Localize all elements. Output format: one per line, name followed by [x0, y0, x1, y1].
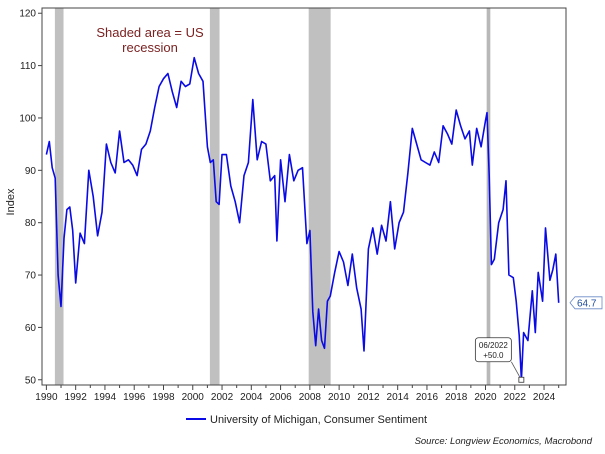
callout-box — [474, 337, 512, 363]
x-tick-label-2000: 2000 — [182, 392, 205, 403]
y-tick-label-90: 90 — [25, 166, 37, 177]
x-tick-label-2018: 2018 — [445, 392, 468, 403]
x-tick-label-1994: 1994 — [94, 392, 117, 403]
source-note: Source: Longview Economics, Macrobond — [415, 436, 593, 447]
recession-band-4 — [486, 8, 491, 385]
x-tick-label-2016: 2016 — [416, 392, 439, 403]
x-tick-label-1990: 1990 — [35, 392, 58, 403]
x-tick-label-1996: 1996 — [123, 392, 146, 403]
x-tick-label-2006: 2006 — [269, 392, 292, 403]
y-tick-label-100: 100 — [19, 113, 36, 124]
legend-label: University of Michigan, Consumer Sentime… — [210, 414, 427, 426]
last-value-label: 64.7 — [577, 298, 597, 309]
x-tick-label-1992: 1992 — [65, 392, 88, 403]
recession-band-3 — [308, 8, 331, 385]
last-value-tag: 64.7 — [569, 296, 603, 310]
recession-bands — [54, 8, 491, 385]
callout-leader-line — [511, 361, 522, 380]
x-tick-label-2020: 2020 — [474, 392, 497, 403]
y-axis-label: Index — [5, 188, 17, 215]
recession-band-2 — [209, 8, 220, 385]
x-axis: 1990 1992 1994 1996 1998 2000 2002 2004 2006 2008… — [35, 385, 560, 403]
x-tick-label-2008: 2008 — [299, 392, 322, 403]
x-tick-label-2014: 2014 — [387, 392, 410, 403]
y-tick-label-110: 110 — [20, 61, 36, 72]
last-value-tag-shape — [569, 296, 603, 310]
callout-change: +50.0 — [483, 351, 504, 360]
y-tick-label-70: 70 — [25, 271, 37, 282]
plot-frame — [41, 7, 567, 386]
legend: University of Michigan, Consumer Sentime… — [186, 414, 427, 426]
y-tick-label-120: 120 — [19, 9, 36, 20]
x-tick-label-2024: 2024 — [533, 392, 556, 403]
low-point-callout: 06/2022 +50.0 — [474, 337, 525, 383]
y-tick-label-50: 50 — [25, 375, 37, 386]
x-tick-label-2004: 2004 — [240, 392, 263, 403]
recession-annotation-line1: Shaded area = US — [96, 25, 204, 40]
y-tick-label-80: 80 — [25, 218, 37, 229]
y-axis: 50 60 70 80 90 100 110 120 — [19, 9, 42, 386]
callout-marker — [518, 376, 525, 383]
x-tick-label-2022: 2022 — [504, 392, 527, 403]
series-line-umich-sentiment — [45, 56, 560, 381]
x-tick-label-1998: 1998 — [152, 392, 175, 403]
callout-date: 06/2022 — [479, 341, 508, 350]
x-tick-label-2012: 2012 — [357, 392, 380, 403]
x-tick-label-2002: 2002 — [211, 392, 234, 403]
x-tick-label-2010: 2010 — [328, 392, 351, 403]
y-tick-label-60: 60 — [25, 323, 37, 334]
recession-band-1 — [54, 8, 64, 385]
recession-annotation-line2: recession — [122, 40, 178, 55]
